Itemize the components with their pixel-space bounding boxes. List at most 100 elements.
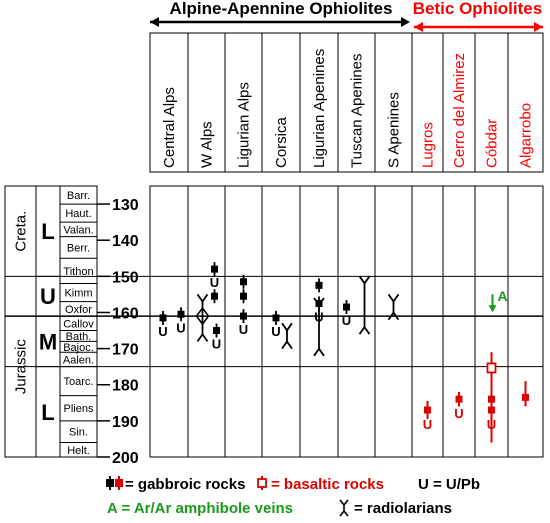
upb-marker: U xyxy=(212,337,221,352)
legend: = gabbroic rocks = basaltic rocks U = U/… xyxy=(106,476,480,517)
radiolarian-fork-top xyxy=(358,275,371,285)
alpine-bracket-arrow-right xyxy=(401,17,410,27)
epoch-label: M xyxy=(39,329,57,354)
stage-label: Barr. xyxy=(67,190,90,202)
radiolarian-icon xyxy=(339,509,349,517)
stage-label: Valan. xyxy=(63,224,93,236)
gabbro-marker xyxy=(177,310,185,318)
alpine-bracket-arrow-left xyxy=(150,17,159,27)
alpine-group-title: Alpine-Apennine Ophiolites xyxy=(170,0,393,18)
column-label: Algarrobo xyxy=(518,103,535,168)
stage-label: Toarc. xyxy=(64,376,94,388)
gabbro-marker xyxy=(240,312,247,320)
basalt-marker xyxy=(488,406,495,414)
legend-upb-label: U = U/Pb xyxy=(418,476,480,493)
age-tick-label: 170 xyxy=(112,342,139,359)
upb-marker: U xyxy=(158,324,167,339)
period-label: Jurassic xyxy=(13,339,30,395)
stage-label: Sin. xyxy=(69,427,88,439)
upb-marker: U xyxy=(423,417,432,432)
text-layer: Central Alps W Alps Ligurian Alps Corsica Li… xyxy=(13,0,543,467)
arar-label: A xyxy=(498,288,508,304)
header-frame xyxy=(149,32,544,173)
column-label: Lugros xyxy=(420,122,437,168)
column-label: Tuscan Apenines xyxy=(349,53,366,168)
upb-marker: U xyxy=(454,406,463,421)
stage-label: Pliens xyxy=(64,403,94,415)
column-label: W Alps xyxy=(199,121,216,168)
column-label: Central Alps xyxy=(161,87,178,168)
data-marks-layer xyxy=(159,262,529,443)
gabbro-marker xyxy=(211,292,218,300)
basalt-icon xyxy=(257,478,267,488)
gabbro-icon-red xyxy=(115,479,123,487)
age-tick-label: 200 xyxy=(112,450,139,467)
column-label: S Apenines xyxy=(386,92,403,168)
radiolarian-fork-bottom xyxy=(313,347,325,357)
gabbro-marker xyxy=(211,265,218,273)
upb-marker: U xyxy=(176,320,185,335)
w-alps-diamond xyxy=(195,306,210,326)
age-tick-label: 140 xyxy=(112,233,139,250)
gabbro-icon xyxy=(106,479,114,487)
stage-label: Bath. xyxy=(66,331,92,343)
stage-label: Kimm xyxy=(64,288,92,300)
radiolarian-fork-bottom xyxy=(281,340,293,350)
gabbro-marker xyxy=(159,314,167,322)
stage-label: Haut. xyxy=(65,208,91,220)
epoch-label: L xyxy=(41,400,54,425)
stage-label: Bajoc. xyxy=(63,342,94,354)
column-label: Corsica xyxy=(273,116,290,168)
upb-marker: U xyxy=(210,275,219,290)
upb-marker: U xyxy=(271,324,280,339)
stage-label: Tithon xyxy=(63,266,93,278)
legend-basalt-label: = basaltic rocks xyxy=(271,476,384,493)
stage-label: Berr. xyxy=(67,242,90,254)
age-tick-label: 180 xyxy=(112,378,139,395)
column-label: Cóbdar xyxy=(484,119,501,168)
radiolarian-icon xyxy=(339,499,349,507)
column-label: Cerro del Almirez xyxy=(451,53,468,168)
gabbro-marker xyxy=(240,292,247,300)
stage-label: Oxfor xyxy=(65,304,92,316)
radiolarian-fork-top xyxy=(313,297,325,307)
epoch-label: L xyxy=(41,219,54,244)
gabbro-marker xyxy=(315,299,323,307)
radiolarian-fork-top xyxy=(196,293,209,303)
betic-bracket-arrow-left xyxy=(414,22,423,32)
legend-arar-label: A = Ar/Ar amphibole veins xyxy=(107,500,293,517)
gabbro-marker xyxy=(272,314,280,322)
upb-marker: U xyxy=(314,309,323,324)
stage-label: Helt. xyxy=(67,445,90,457)
stage-label: Callov xyxy=(63,318,94,330)
basalt-marker xyxy=(455,395,463,403)
age-tick-label: 130 xyxy=(112,197,139,214)
legend-radiolarians-label: = radiolarians xyxy=(354,500,452,517)
upb-marker: U xyxy=(487,417,496,432)
plot-frame xyxy=(149,185,544,458)
betic-bracket-arrow-right xyxy=(534,22,543,32)
gabbro-marker xyxy=(343,303,350,311)
radiolarian-fork-top xyxy=(387,293,400,303)
epoch-label: U xyxy=(40,284,56,309)
gabbro-marker xyxy=(213,327,220,335)
age-tick-label: 160 xyxy=(112,305,139,322)
basalt-marker xyxy=(522,393,529,401)
gabbro-marker xyxy=(240,278,247,286)
legend-gabbro-label: = gabbroic rocks xyxy=(125,476,245,493)
basalt-marker xyxy=(424,406,431,414)
gabbro-marker xyxy=(315,281,323,289)
betic-group-title: Betic Ophiolites xyxy=(413,0,542,18)
age-tick-label: 150 xyxy=(112,269,139,286)
period-label: Creta. xyxy=(13,211,30,252)
basalt-marker xyxy=(488,395,495,403)
arar-arrow-head xyxy=(488,305,497,313)
radiolarian-fork-bottom xyxy=(387,311,400,321)
upb-marker: U xyxy=(239,322,248,337)
radiolarian-fork-bottom xyxy=(358,325,371,335)
stage-label: Aalen. xyxy=(63,354,94,366)
column-label: Ligurian Alps xyxy=(236,82,253,168)
basalt-open-marker xyxy=(486,362,497,374)
